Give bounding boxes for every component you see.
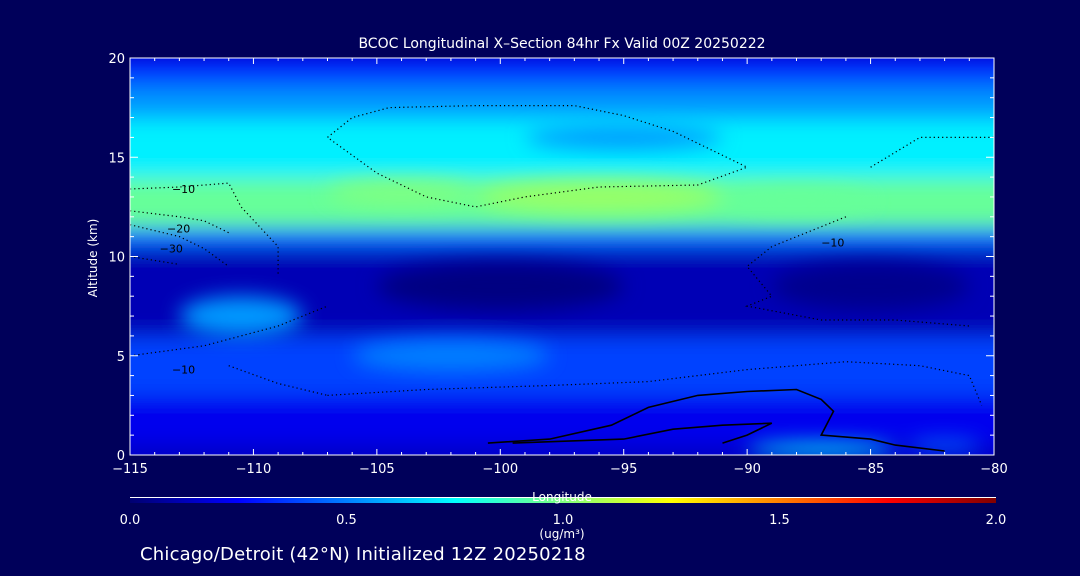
y-tick-label: 15 [108, 151, 125, 166]
heatmap-band [130, 67, 994, 89]
heatmap-blob [327, 181, 476, 205]
x-tick-label: −95 [610, 462, 637, 477]
colorbar-tick-label: 1.5 [769, 513, 790, 528]
colorbar-gradient [130, 498, 996, 503]
contour-dotted [744, 216, 970, 327]
contour-dotted [130, 210, 229, 234]
heatmap-blob [475, 181, 723, 213]
colorbar-units: (ug/m³) [539, 527, 585, 541]
x-tick-label: −90 [733, 462, 760, 477]
contour-dotted [327, 361, 983, 406]
x-tick-label: −105 [359, 462, 395, 477]
y-axis-label: Altitude (km) [86, 218, 100, 298]
y-tick-label: 10 [108, 251, 125, 266]
contour-label: −30 [160, 243, 183, 256]
heatmap-blob [376, 262, 624, 311]
y-tick-label: 5 [117, 350, 125, 365]
heatmap-field [130, 58, 994, 455]
heatmap-band [130, 58, 994, 69]
y-tick-label: 0 [117, 449, 125, 464]
contour-dotted [130, 224, 230, 267]
heatmap-band [130, 335, 994, 397]
x-tick-label: −100 [482, 462, 518, 477]
heatmap-band [130, 443, 994, 455]
colorbar-tick-label: 0.0 [120, 513, 141, 528]
contour-label: −10 [172, 183, 195, 196]
heatmap-blob [524, 125, 723, 150]
contour-label: −10 [172, 364, 195, 377]
axes: −115 −110 −105 −100 −95 −90 −85 −80 0 5 10 15 20 [108, 52, 1007, 477]
contour-label: −10 [821, 237, 844, 250]
contour-dotted [130, 182, 279, 277]
colorbar-tick-label: 2.0 [986, 513, 1007, 528]
heatmap-band [130, 117, 994, 179]
x-axis-label: Longitude [532, 490, 592, 504]
contour-solid [512, 422, 773, 444]
contour-label: −20 [167, 223, 190, 236]
heatmap-blob [352, 339, 550, 372]
heatmap-blob [771, 262, 970, 311]
x-tick-label: −115 [112, 462, 148, 477]
x-tick-label: −80 [980, 462, 1007, 477]
contour-dotted [228, 365, 328, 396]
heatmap-band [130, 87, 994, 119]
heatmap-blob [907, 439, 982, 452]
colorbar: 0.0 0.5 1.0 1.5 2.0 [120, 497, 1007, 528]
colorbar-tick-label: 1.0 [553, 513, 574, 528]
contour-solid [487, 388, 945, 452]
footer-caption: Chicago/Detroit (42°N) Initialized 12Z 2… [140, 544, 586, 565]
y-tick-label: 20 [108, 52, 125, 67]
heatmap-band [130, 226, 994, 248]
heatmap-bands [130, 58, 994, 455]
x-tick-label: −85 [857, 462, 884, 477]
heatmap-blob [722, 189, 871, 213]
contour-lines: −10 −20 −30 −10 −10 [130, 104, 994, 452]
x-tick-label: −110 [236, 462, 272, 477]
chart-title: BCOC Longitudinal X–Section 84hr Fx Vali… [358, 36, 766, 52]
heatmap-blob [179, 296, 303, 336]
heatmap-blob [747, 443, 896, 455]
colorbar-tick-label: 0.5 [336, 513, 357, 528]
